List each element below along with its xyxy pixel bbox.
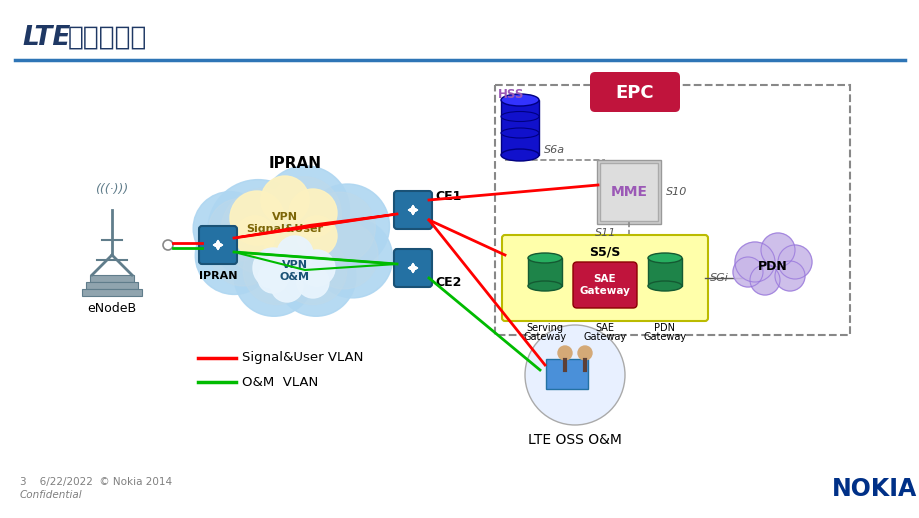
Text: (((·))): (((·))) bbox=[96, 183, 129, 196]
Circle shape bbox=[253, 248, 292, 288]
Text: S10: S10 bbox=[665, 187, 686, 197]
Text: 网管结构图: 网管结构图 bbox=[68, 25, 147, 51]
Text: SGi: SGi bbox=[709, 273, 728, 283]
Circle shape bbox=[265, 226, 305, 266]
Ellipse shape bbox=[647, 281, 681, 291]
Circle shape bbox=[261, 166, 349, 254]
Circle shape bbox=[577, 346, 591, 360]
Text: LTE OSS O&M: LTE OSS O&M bbox=[528, 433, 621, 447]
FancyBboxPatch shape bbox=[573, 262, 636, 308]
Circle shape bbox=[278, 237, 346, 305]
Circle shape bbox=[312, 218, 392, 298]
Ellipse shape bbox=[501, 128, 539, 138]
Text: PDN: PDN bbox=[653, 323, 675, 333]
Text: eNodeB: eNodeB bbox=[87, 302, 136, 315]
FancyBboxPatch shape bbox=[502, 235, 708, 321]
Circle shape bbox=[558, 346, 572, 360]
Circle shape bbox=[749, 265, 779, 295]
Circle shape bbox=[297, 266, 329, 298]
Circle shape bbox=[230, 191, 284, 245]
Circle shape bbox=[257, 263, 288, 293]
Circle shape bbox=[261, 176, 309, 224]
Text: Confidential: Confidential bbox=[20, 490, 83, 500]
Text: O&M  VLAN: O&M VLAN bbox=[242, 376, 318, 388]
Ellipse shape bbox=[528, 253, 562, 263]
Circle shape bbox=[234, 216, 275, 256]
FancyBboxPatch shape bbox=[599, 163, 657, 221]
FancyBboxPatch shape bbox=[647, 258, 681, 286]
FancyBboxPatch shape bbox=[393, 249, 432, 287]
Text: LTE: LTE bbox=[22, 25, 70, 51]
FancyBboxPatch shape bbox=[596, 160, 660, 224]
FancyBboxPatch shape bbox=[199, 226, 237, 264]
Text: S6a: S6a bbox=[544, 145, 565, 155]
Circle shape bbox=[195, 217, 273, 294]
Circle shape bbox=[303, 192, 375, 264]
Circle shape bbox=[271, 270, 302, 302]
Text: S5/S: S5/S bbox=[589, 246, 620, 258]
Circle shape bbox=[297, 216, 336, 256]
Text: CE2: CE2 bbox=[435, 276, 460, 289]
Ellipse shape bbox=[501, 111, 539, 122]
FancyBboxPatch shape bbox=[90, 275, 134, 282]
Ellipse shape bbox=[501, 94, 539, 106]
Text: SAE: SAE bbox=[595, 323, 614, 333]
Text: VPN
O&M: VPN O&M bbox=[279, 260, 310, 282]
Circle shape bbox=[277, 236, 312, 272]
FancyBboxPatch shape bbox=[501, 100, 539, 155]
Circle shape bbox=[299, 250, 335, 286]
Text: Gateway: Gateway bbox=[523, 332, 566, 342]
Ellipse shape bbox=[501, 149, 539, 161]
FancyBboxPatch shape bbox=[545, 359, 587, 389]
Circle shape bbox=[774, 261, 804, 291]
Text: EPC: EPC bbox=[615, 84, 653, 102]
Text: Gateway: Gateway bbox=[583, 332, 626, 342]
Text: HSS: HSS bbox=[497, 89, 524, 102]
Circle shape bbox=[777, 245, 811, 279]
Text: NOKIA: NOKIA bbox=[832, 477, 916, 501]
Text: S11: S11 bbox=[595, 228, 616, 238]
Circle shape bbox=[163, 240, 173, 250]
Circle shape bbox=[193, 192, 267, 265]
Circle shape bbox=[310, 221, 378, 289]
Circle shape bbox=[267, 177, 341, 252]
FancyBboxPatch shape bbox=[393, 191, 432, 229]
Circle shape bbox=[221, 189, 306, 274]
Text: Signal&User VLAN: Signal&User VLAN bbox=[242, 352, 363, 365]
Text: PDN: PDN bbox=[757, 260, 787, 272]
Text: MME: MME bbox=[610, 185, 647, 199]
Circle shape bbox=[289, 189, 336, 237]
Circle shape bbox=[734, 242, 774, 282]
Text: IPRAN: IPRAN bbox=[268, 155, 321, 170]
Circle shape bbox=[243, 237, 311, 305]
Ellipse shape bbox=[528, 281, 562, 291]
Circle shape bbox=[276, 237, 356, 316]
Text: CE1: CE1 bbox=[435, 190, 460, 203]
Text: SAE
Gateway: SAE Gateway bbox=[579, 274, 630, 296]
Circle shape bbox=[233, 237, 313, 316]
FancyBboxPatch shape bbox=[589, 72, 679, 112]
Ellipse shape bbox=[647, 253, 681, 263]
FancyBboxPatch shape bbox=[85, 282, 138, 289]
Circle shape bbox=[760, 233, 794, 267]
Text: Serving: Serving bbox=[526, 323, 562, 333]
Text: 3    6/22/2022  © Nokia 2014: 3 6/22/2022 © Nokia 2014 bbox=[20, 477, 172, 487]
Circle shape bbox=[305, 184, 389, 268]
FancyBboxPatch shape bbox=[528, 258, 562, 286]
Text: Gateway: Gateway bbox=[642, 332, 686, 342]
Circle shape bbox=[210, 220, 276, 286]
Circle shape bbox=[525, 325, 624, 425]
Text: IPRAN: IPRAN bbox=[199, 271, 237, 281]
FancyBboxPatch shape bbox=[82, 289, 142, 296]
Circle shape bbox=[732, 257, 762, 287]
Circle shape bbox=[209, 198, 270, 261]
Text: VPN
Signal&User: VPN Signal&User bbox=[246, 212, 323, 234]
Circle shape bbox=[208, 180, 308, 280]
